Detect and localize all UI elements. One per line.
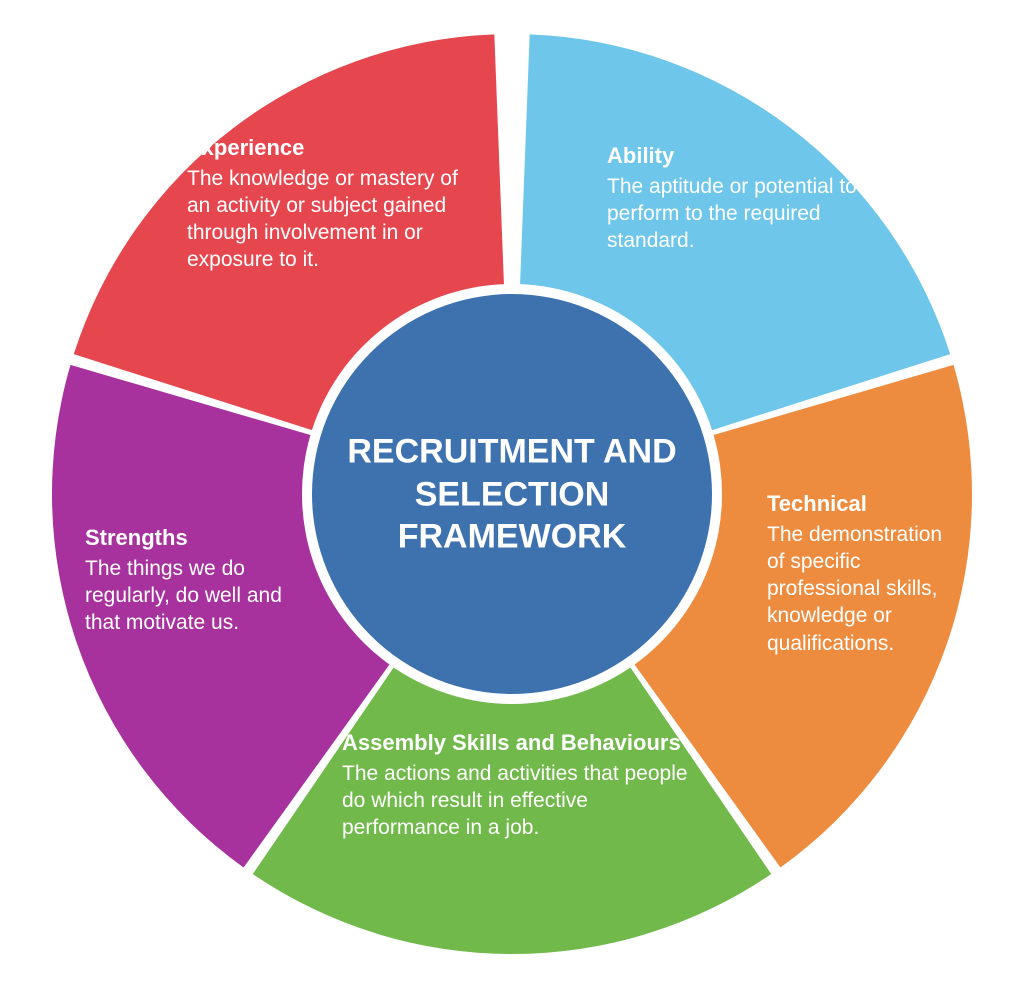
segment-description-experience: The knowledge or mastery of an activity … — [187, 165, 467, 274]
center-title: RECRUITMENT AND SELECTION FRAMEWORK — [342, 430, 682, 558]
segment-label-ability: AbilityThe aptitude or potential to perf… — [607, 142, 877, 254]
segment-description-assembly: The actions and activities that people d… — [342, 760, 702, 842]
segment-label-experience: ExperienceThe knowledge or mastery of an… — [187, 134, 467, 274]
segment-title-assembly: Assembly Skills and Behaviours — [342, 729, 702, 758]
segment-description-ability: The aptitude or potential to perform to … — [607, 173, 877, 255]
framework-donut-chart: RECRUITMENT AND SELECTION FRAMEWORK Abil… — [52, 34, 972, 954]
segment-description-strengths: The things we do regularly, do well and … — [85, 555, 290, 637]
segment-title-technical: Technical — [767, 490, 962, 519]
segment-label-strengths: StrengthsThe things we do regularly, do … — [85, 524, 290, 636]
segment-title-ability: Ability — [607, 142, 877, 171]
segment-title-strengths: Strengths — [85, 524, 290, 553]
segment-label-assembly: Assembly Skills and BehavioursThe action… — [342, 729, 702, 841]
segment-description-technical: The demonstration of specific profession… — [767, 521, 962, 657]
segment-title-experience: Experience — [187, 134, 467, 163]
segment-label-technical: TechnicalThe demonstration of specific p… — [767, 490, 962, 657]
